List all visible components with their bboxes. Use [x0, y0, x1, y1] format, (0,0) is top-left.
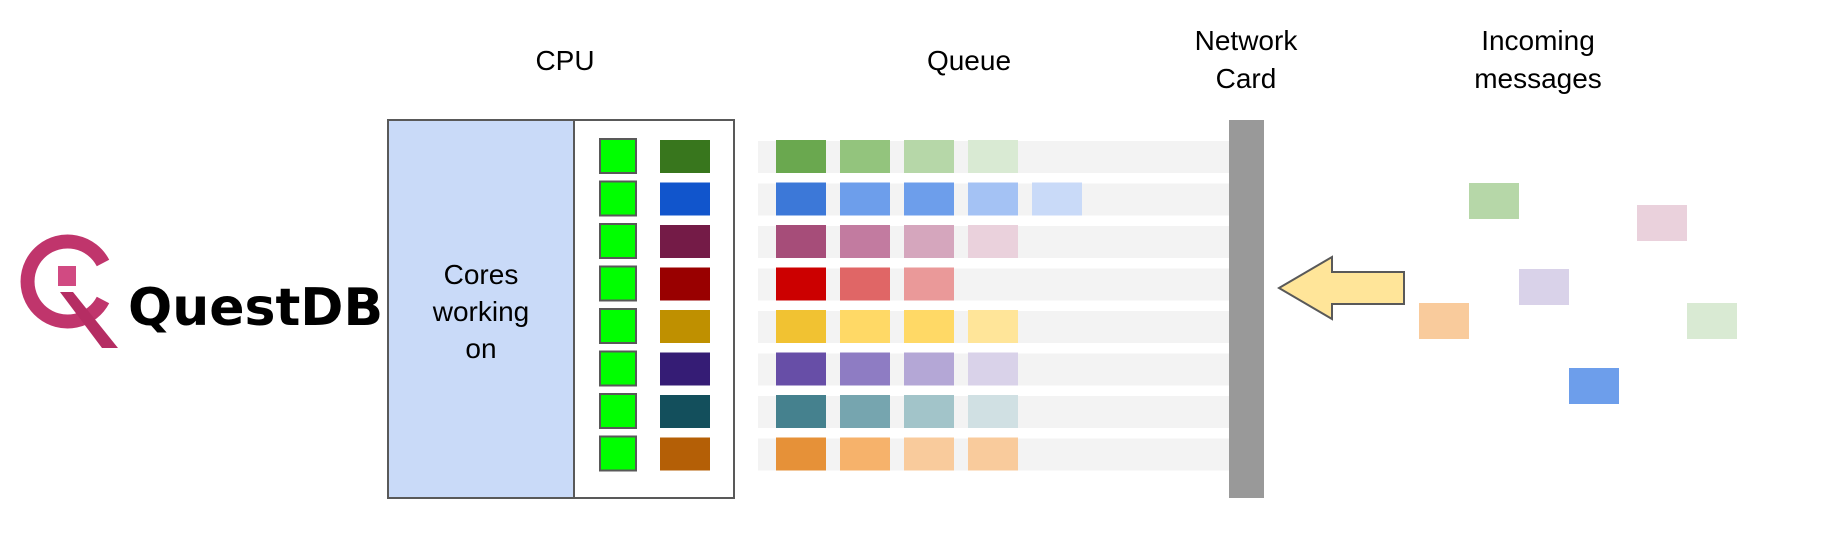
- queue-message-block: [840, 182, 890, 216]
- row-8: [599, 435, 1229, 472]
- queue-message-block: [904, 395, 954, 428]
- core-indicator: [599, 393, 637, 429]
- queue-message-block: [904, 182, 954, 216]
- current-task-block: [660, 225, 710, 258]
- queue-message-block: [968, 225, 1018, 258]
- queue-message-block: [840, 267, 890, 301]
- row-5: [599, 308, 1229, 344]
- queue-message-block: [840, 225, 890, 258]
- core-indicator: [599, 350, 637, 387]
- core-indicator: [599, 308, 637, 344]
- queue-message-block: [904, 352, 954, 386]
- queue-message-block: [776, 267, 826, 301]
- queue-message-block: [840, 310, 890, 343]
- queue-message-block: [776, 352, 826, 386]
- logo-notch: [58, 266, 76, 286]
- queue-message-block: [968, 310, 1018, 343]
- queue-message-block: [968, 395, 1018, 428]
- queue-message-block: [904, 310, 954, 343]
- cpu-heading: CPU: [535, 45, 594, 76]
- network-card-heading-line2: Card: [1216, 63, 1277, 94]
- core-indicator: [599, 180, 637, 217]
- incoming-message-block: [1569, 368, 1619, 404]
- queue-message-block: [968, 352, 1018, 386]
- queue-message-block: [776, 437, 826, 471]
- queue-message-block: [840, 140, 890, 173]
- incoming-message-block: [1419, 303, 1469, 339]
- row-4: [599, 265, 1229, 302]
- logo-ring-arc: [20, 234, 110, 329]
- incoming-heading-line1: Incoming: [1481, 25, 1595, 56]
- queue-message-block: [904, 225, 954, 258]
- cores-label-line1: Cores: [444, 259, 519, 290]
- queue-heading: Queue: [927, 45, 1011, 76]
- network-card-heading-line1: Network: [1195, 25, 1299, 56]
- incoming-messages: [1419, 183, 1737, 404]
- queue-message-block: [968, 140, 1018, 173]
- logo-tail: [60, 292, 118, 348]
- queue-message-block: [1032, 182, 1082, 216]
- questdb-logo-icon: [20, 234, 118, 348]
- current-task-block: [660, 352, 710, 386]
- current-task-block: [660, 182, 710, 216]
- cores-label-line3: on: [465, 333, 496, 364]
- queue-message-block: [968, 182, 1018, 216]
- incoming-arrow: [1277, 255, 1405, 321]
- current-task-block: [660, 310, 710, 343]
- incoming-heading-line2: messages: [1474, 63, 1602, 94]
- incoming-message-block: [1519, 269, 1569, 305]
- queue-message-block: [776, 140, 826, 173]
- queue-message-block: [904, 140, 954, 173]
- core-indicator: [599, 138, 637, 174]
- queue-message-block: [840, 352, 890, 386]
- current-task-block: [660, 437, 710, 471]
- queue-message-block: [904, 437, 954, 471]
- queue-message-block: [968, 437, 1018, 471]
- queue-message-block: [776, 182, 826, 216]
- row-2: [599, 180, 1229, 217]
- core-indicator: [599, 223, 637, 259]
- current-task-block: [660, 395, 710, 428]
- row-3: [599, 223, 1229, 259]
- row-6: [599, 350, 1229, 387]
- current-task-block: [660, 267, 710, 301]
- queue-message-block: [840, 437, 890, 471]
- queue-message-block: [776, 225, 826, 258]
- queue-message-block: [776, 310, 826, 343]
- core-indicator: [599, 265, 637, 302]
- queue-message-block: [776, 395, 826, 428]
- rows-layer: [599, 138, 1229, 472]
- network-card-bar: [1229, 120, 1264, 498]
- queue-lane: [758, 268, 1229, 301]
- row-7: [599, 393, 1229, 429]
- queue-message-block: [904, 267, 954, 301]
- current-task-block: [660, 140, 710, 173]
- queue-message-block: [840, 395, 890, 428]
- cores-panel: [387, 119, 575, 499]
- cores-label-line2: working: [432, 296, 529, 327]
- row-1: [599, 138, 1229, 174]
- logo-wordmark: QuestDB: [128, 278, 383, 338]
- incoming-message-block: [1637, 205, 1687, 241]
- questdb-logo: QuestDB: [20, 234, 383, 348]
- incoming-message-block: [1687, 303, 1737, 339]
- core-indicator: [599, 435, 637, 472]
- incoming-message-block: [1469, 183, 1519, 219]
